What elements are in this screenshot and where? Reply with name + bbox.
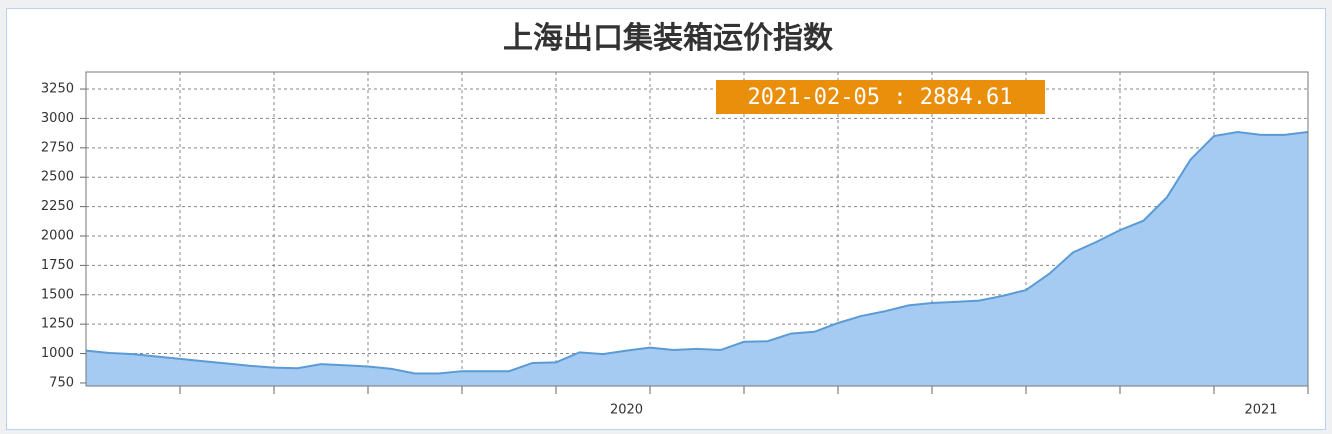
y-tick-label: 1750 <box>41 258 74 273</box>
y-tick-label: 2250 <box>41 199 74 214</box>
y-tick-label: 3250 <box>41 82 74 97</box>
y-tick-label: 1000 <box>41 346 74 361</box>
y-tick-label: 750 <box>49 375 74 390</box>
annotation-text: 2021-02-05 : 2884.61 <box>748 85 1013 110</box>
y-tick-label: 1500 <box>41 287 74 302</box>
x-tick-label: 2021 <box>1244 403 1277 418</box>
y-tick-label: 3000 <box>41 111 74 126</box>
annotation: 2021-02-05 : 2884.61 <box>716 80 1045 114</box>
y-tick-label: 2750 <box>41 140 74 155</box>
y-tick-label: 2000 <box>41 228 74 243</box>
y-tick-label: 2500 <box>41 170 74 185</box>
plot-frame <box>85 71 1309 387</box>
area-line <box>85 130 1309 375</box>
chart-title: 上海出口集装箱运价指数 <box>503 21 834 56</box>
x-tick-label: 2020 <box>610 403 643 418</box>
area <box>86 131 1308 386</box>
annotation-box <box>716 80 1045 114</box>
y-tick-label: 1250 <box>41 317 74 332</box>
